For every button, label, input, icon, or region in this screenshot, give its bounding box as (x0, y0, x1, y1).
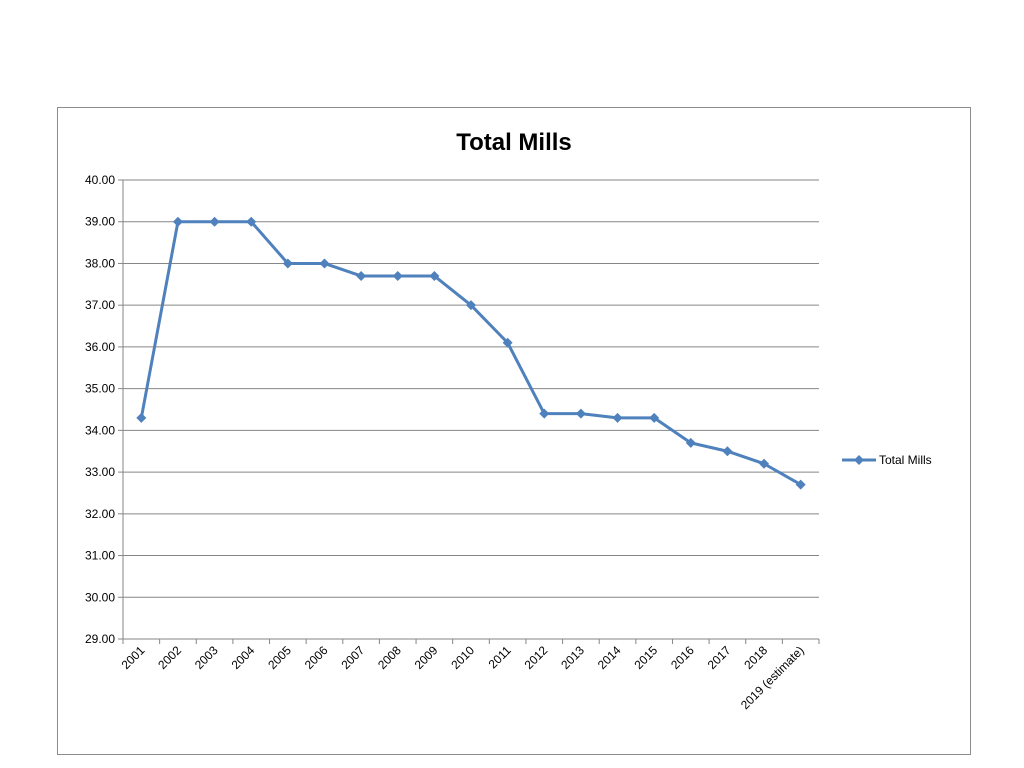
series-line (139, 220, 802, 486)
x-tick-label: 2015 (631, 643, 660, 672)
y-tick-label: 37.00 (85, 298, 115, 312)
data-point-marker (466, 300, 476, 311)
data-point-marker (392, 270, 403, 281)
y-tick-label: 30.00 (85, 590, 115, 604)
data-point-marker (319, 258, 330, 269)
gridlines (123, 179, 819, 640)
data-point-marker (539, 408, 550, 419)
y-tick-label: 32.00 (85, 507, 115, 521)
legend-marker (854, 455, 864, 465)
line-chart: Total Mills 29.00 30.00 31.00 32.00 33.00 34.… (85, 129, 932, 712)
y-tick-label: 33.00 (85, 465, 115, 479)
data-point-marker (795, 479, 806, 490)
x-tick-label: 2011 (486, 643, 514, 671)
x-tick-label: 2018 (741, 643, 770, 672)
y-tick-label: 34.00 (85, 423, 115, 437)
data-point-marker (172, 216, 183, 227)
data-point-marker (356, 270, 367, 281)
data-point-marker (246, 216, 257, 227)
series-layer (136, 216, 806, 490)
x-tick-label: 2003 (192, 643, 221, 672)
y-tick-label: 36.00 (85, 340, 115, 354)
x-tick-label: 2006 (302, 643, 331, 672)
data-point-marker (136, 412, 147, 423)
x-tick-label: 2019 (estimate) (738, 643, 807, 712)
data-point-marker (722, 446, 733, 457)
data-point-marker (282, 258, 293, 269)
y-tick-label: 31.00 (85, 549, 115, 563)
x-tick-label: 2008 (375, 643, 404, 672)
x-tick-label: 2017 (705, 643, 734, 672)
data-point-marker (429, 270, 440, 281)
y-tick-label: 38.00 (85, 256, 115, 270)
x-tick-label: 2001 (119, 643, 148, 672)
x-tick-label: 2012 (522, 643, 551, 672)
data-point-marker (209, 216, 220, 227)
y-axis-ticks: 29.00 30.00 31.00 32.00 33.00 34.00 35.00 36.00… (85, 173, 115, 646)
x-tick-label: 2010 (448, 643, 477, 672)
data-point-marker (575, 408, 586, 419)
chart-title: Total Mills (456, 129, 572, 156)
y-tick-label: 40.00 (85, 173, 115, 187)
axes (118, 179, 820, 644)
chart-frame: Total Mills 29.00 30.00 31.00 32.00 33.00 34.… (57, 107, 971, 755)
y-tick-label: 35.00 (85, 382, 115, 396)
x-tick-label: 2009 (412, 643, 441, 672)
legend-label: Total Mills (879, 453, 932, 467)
x-tick-label: 2005 (265, 643, 294, 672)
y-tick-label: 29.00 (85, 632, 115, 646)
data-point-marker (502, 337, 513, 348)
y-tick-label: 39.00 (85, 215, 115, 229)
x-tick-label: 2013 (558, 643, 587, 672)
x-tick-label: 2014 (595, 643, 624, 672)
legend: Total Mills (842, 453, 932, 467)
data-point-marker (685, 437, 696, 448)
x-tick-label: 2002 (155, 643, 184, 672)
data-point-marker (612, 412, 623, 423)
x-axis-ticks: 2001 2002 2003 2004 2005 2006 2007 2008 2009 2010… (119, 643, 807, 712)
x-tick-label: 2007 (338, 643, 367, 672)
x-tick-label: 2004 (229, 643, 258, 672)
x-tick-label: 2016 (668, 643, 697, 672)
data-point-marker (759, 458, 770, 469)
data-point-marker (649, 412, 660, 423)
